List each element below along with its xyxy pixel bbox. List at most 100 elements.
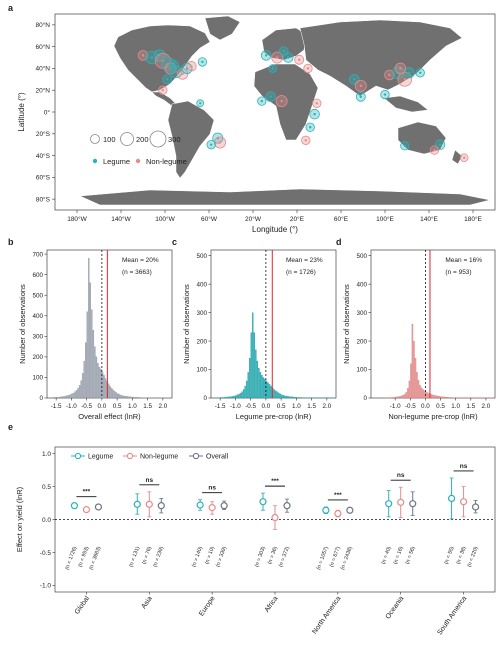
map-x-tick-label: 180°E <box>464 215 482 223</box>
histogram-bar <box>117 393 119 399</box>
histogram-bar <box>299 397 301 399</box>
site-center-dot <box>304 139 307 142</box>
y-tick-label: 500 <box>356 253 367 260</box>
histogram-bar <box>253 332 255 399</box>
site-center-dot <box>287 56 290 59</box>
x-tick-label: 0.5 <box>436 403 445 410</box>
size-legend-circle-200 <box>120 132 134 146</box>
x-tick-label: 2.0 <box>482 403 491 410</box>
histogram-bar <box>54 397 56 399</box>
histogram-bar <box>227 396 230 399</box>
effect-legend: Legume Non-legume Overall <box>71 452 229 461</box>
size-legend-label-200: 200 <box>136 135 149 144</box>
y-tick-label: 0 <box>203 395 207 402</box>
histogram-bar <box>399 396 402 399</box>
histogram-bar <box>393 397 395 399</box>
histogram-bar <box>103 375 105 399</box>
map-y-tick-label: 60°N <box>35 43 50 51</box>
site-center-dot <box>190 65 193 68</box>
site-center-dot <box>166 78 169 81</box>
plot-frame <box>370 249 496 399</box>
histogram-bar <box>267 382 269 399</box>
x-tick-label: South America <box>436 595 468 636</box>
legend-legume-label: Legume <box>103 157 130 166</box>
histogram-bar <box>261 375 263 399</box>
site-center-dot <box>403 78 406 81</box>
histogram-bar <box>437 395 439 399</box>
histogram-bar <box>410 363 412 399</box>
histogram-bar <box>80 380 82 399</box>
x-tick-label: -1.0 <box>66 403 77 410</box>
histogram-bar <box>402 395 405 399</box>
histogram-bar <box>435 395 438 399</box>
histogram-bar <box>59 396 61 399</box>
x-tick-label: -1.0 <box>230 403 241 410</box>
greenland-shape <box>204 15 241 41</box>
panel-label-a: a <box>8 3 14 13</box>
site-center-dot <box>161 89 164 92</box>
x-axis-title: Non-legume pre-crop (lnR) <box>388 412 478 421</box>
histogram-bar <box>296 397 298 399</box>
site-center-dot <box>403 144 406 147</box>
map-y-tick-label: 40°N <box>35 65 50 73</box>
histogram-bar <box>238 393 240 399</box>
x-tick-label: 1.5 <box>143 403 152 410</box>
x-tick-label: 1.5 <box>466 403 475 410</box>
x-tick-label: 0.5 <box>113 403 122 410</box>
histogram-nonlegume: -1.0 -0.5 0.0 0.5 1.0 1.5 2.0 0 100 200 300 400 500 N… <box>342 249 496 421</box>
x-tick-label: 2.0 <box>322 403 331 410</box>
histogram-bar <box>241 391 243 399</box>
site-center-dot <box>463 156 466 159</box>
histogram-bar <box>434 395 436 399</box>
histogram-bar <box>420 387 423 399</box>
histogram-bar <box>224 397 227 399</box>
mean-effect-point <box>259 498 267 506</box>
histogram-bar <box>413 340 415 399</box>
x-tick-label: 0.0 <box>261 403 270 410</box>
histogram-bar <box>265 380 268 399</box>
legend-legume-marker <box>92 158 98 164</box>
x-tick-label: -0.5 <box>405 403 416 410</box>
histogram-bar <box>127 396 130 399</box>
mean-effect-point <box>283 502 291 510</box>
site-center-dot <box>150 56 153 59</box>
histogram-bar <box>221 397 223 399</box>
site-center-dot <box>218 141 222 144</box>
site-center-dot <box>282 49 285 53</box>
panel-label-e: e <box>8 422 13 432</box>
histogram-bar <box>230 396 233 399</box>
y-tick-label: 0 <box>363 395 367 402</box>
histogram-overall: -1.5 -1.0 -0.5 0.0 0.5 1.0 1.5 2.0 0 100 200 300 400… <box>18 249 173 421</box>
x-tick-label: -0.5 <box>81 403 92 410</box>
site-center-dot <box>172 63 175 67</box>
mean-effect-point <box>220 502 228 510</box>
y-tick-label: 400 <box>356 281 367 288</box>
n-annotation: (n = 953) <box>445 269 471 276</box>
site-center-dot <box>408 71 411 75</box>
histogram-bar <box>124 396 127 399</box>
histogram-bar <box>239 393 242 399</box>
n-label: (n = 339) <box>215 546 228 568</box>
y-axis-title: Number of observations <box>342 284 351 364</box>
mean-effect-point <box>70 502 79 510</box>
site-center-dot <box>399 67 402 70</box>
mean-effect-point <box>157 502 165 510</box>
histogram-bar <box>262 377 265 399</box>
histogram-bar <box>132 396 134 399</box>
y-tick-label: 200 <box>32 354 43 361</box>
significance-label: *** <box>271 478 279 485</box>
y-tick-label: 0 <box>39 395 43 402</box>
map-x-tick-label: 140°W <box>111 215 131 223</box>
histogram-bar <box>113 391 116 399</box>
mean-effect-point <box>409 500 417 508</box>
histogram-bar <box>250 332 252 399</box>
histogram-bar <box>270 385 272 399</box>
n-label: (n = 1726) <box>64 546 78 571</box>
histogram-bar <box>419 385 421 399</box>
mean-effect-point <box>196 501 204 509</box>
mean-effect-point <box>447 494 456 503</box>
mean-effect-point <box>346 506 354 514</box>
mean-effect-point <box>459 498 468 506</box>
site-center-dot <box>433 148 436 152</box>
